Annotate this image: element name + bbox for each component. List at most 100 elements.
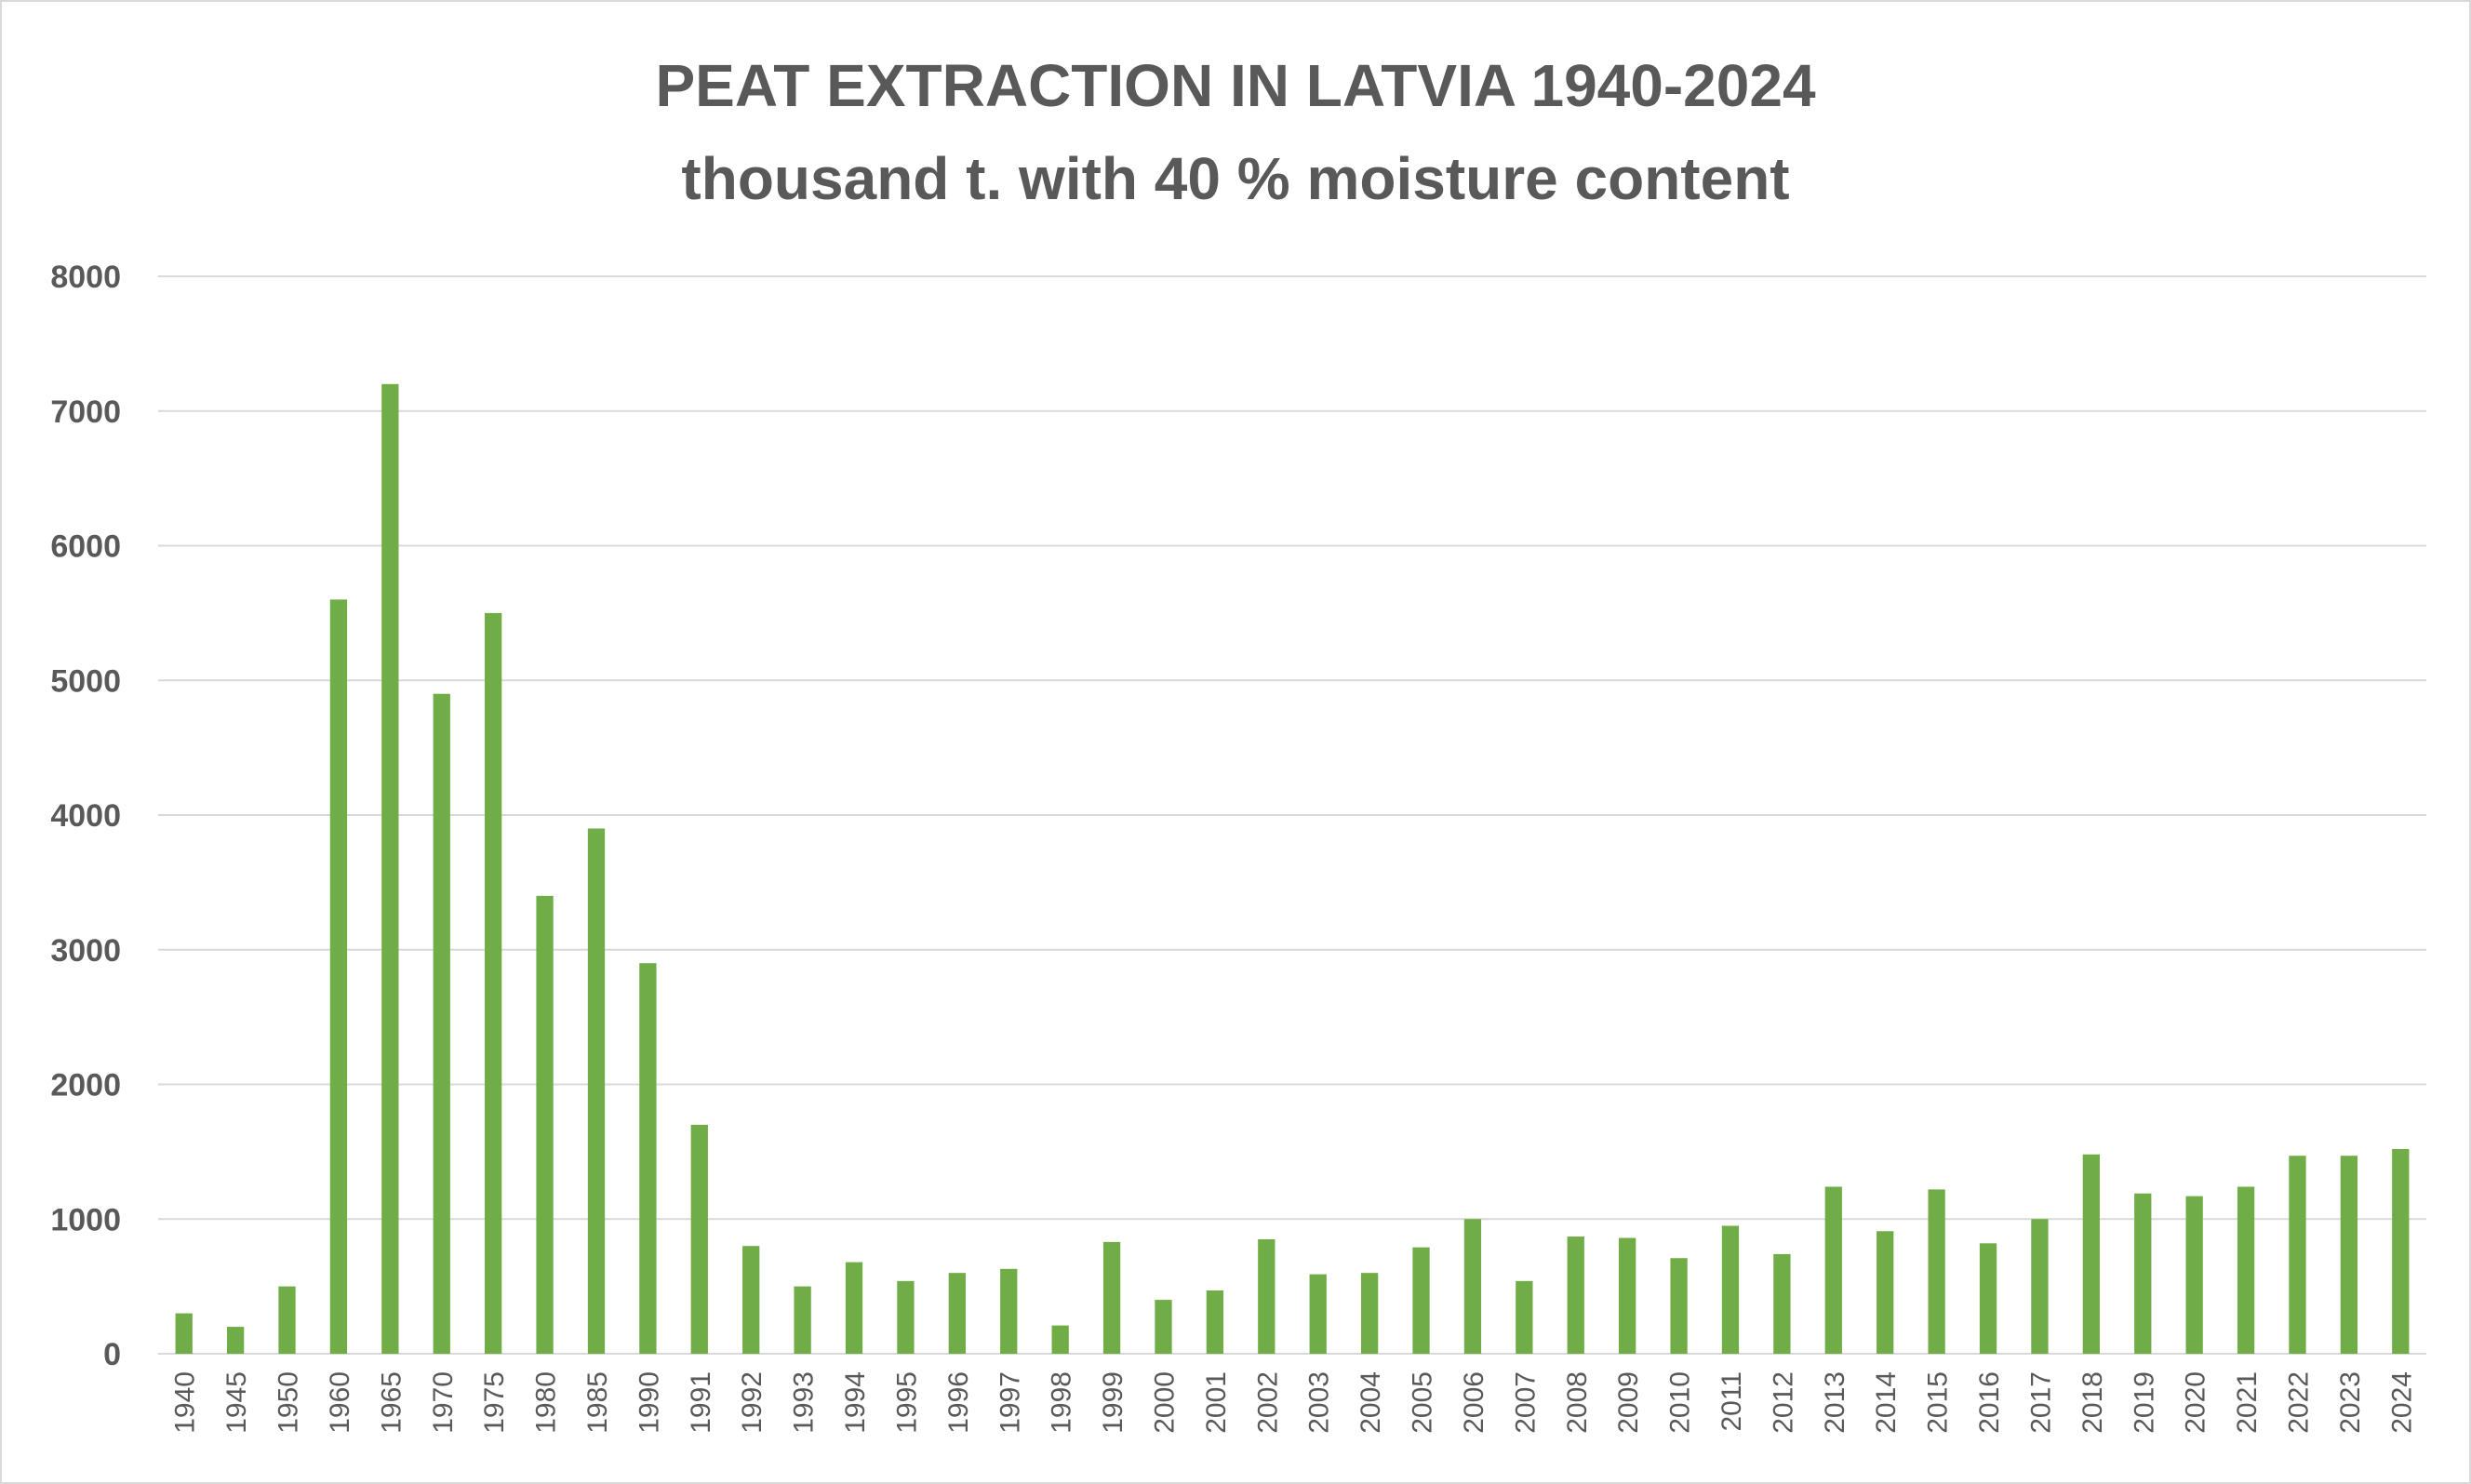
x-tick-label: 1980: [531, 1371, 562, 1434]
bar-2000: [1155, 1300, 1172, 1354]
x-tick-label: 2023: [2335, 1371, 2366, 1434]
bar-2022: [2289, 1156, 2306, 1354]
bar-1993: [794, 1286, 811, 1354]
bar-2021: [2237, 1186, 2255, 1354]
x-tick-label: 1985: [582, 1371, 613, 1434]
x-tick-label: 2022: [2283, 1371, 2314, 1434]
bar-1992: [742, 1246, 760, 1354]
x-tick-label: 1999: [1098, 1371, 1129, 1434]
bar-2002: [1258, 1238, 1276, 1354]
y-tick-label: 0: [103, 1337, 121, 1372]
bar-2014: [1877, 1231, 1894, 1354]
x-tick-label: 1993: [789, 1371, 820, 1434]
x-tick-label: 1975: [479, 1371, 510, 1434]
y-tick-label: 2000: [50, 1068, 121, 1103]
x-tick-label: 1940: [170, 1371, 201, 1434]
y-axis: 0 1000 2000 3000 4000 5000 6000 7000 8000: [50, 260, 121, 1372]
bar-2013: [1824, 1186, 1842, 1354]
bar-2011: [1721, 1225, 1740, 1354]
bar-1950: [278, 1286, 296, 1354]
gridlines: [158, 275, 2426, 1355]
x-tick-label: 2000: [1149, 1371, 1180, 1434]
bar-2017: [2031, 1219, 2049, 1354]
x-tick-label: 2006: [1459, 1371, 1489, 1434]
bar-1985: [587, 828, 606, 1354]
x-tick-label: 1997: [995, 1371, 1025, 1434]
y-tick-label: 4000: [50, 798, 121, 834]
bar-1997: [1000, 1268, 1018, 1354]
x-tick-label: 2017: [2025, 1371, 2056, 1434]
bar-2019: [2134, 1193, 2152, 1354]
y-tick-label: 7000: [50, 394, 121, 430]
bar-2016: [1979, 1243, 1997, 1354]
y-tick-label: 6000: [50, 529, 121, 565]
x-tick-label: 1995: [891, 1371, 922, 1434]
bar-2015: [1928, 1189, 1945, 1354]
x-tick-label: 1950: [274, 1371, 304, 1434]
x-tick-label: 2021: [2232, 1371, 2263, 1434]
chart-subtitle: thousand t. with 40 % moisture content: [681, 145, 1789, 212]
x-tick-label: 2001: [1201, 1371, 1232, 1434]
y-tick-label: 1000: [50, 1202, 121, 1237]
x-tick-label: 1965: [376, 1371, 407, 1434]
bar-1965: [381, 383, 399, 1354]
y-tick-label: 3000: [50, 933, 121, 969]
bar-1945: [226, 1327, 245, 1354]
x-tick-label: 2013: [1820, 1371, 1850, 1434]
x-tick-label: 2007: [1510, 1371, 1541, 1434]
x-tick-label: 1991: [686, 1371, 716, 1434]
x-tick-label: 2018: [2077, 1371, 2108, 1434]
x-tick-label: 2005: [1408, 1371, 1438, 1434]
bar-1990: [639, 963, 657, 1354]
bar-1970: [433, 693, 450, 1354]
bar-1995: [897, 1280, 915, 1354]
x-tick-label: 1994: [840, 1371, 871, 1434]
bar-2009: [1619, 1237, 1636, 1354]
bar-2006: [1463, 1219, 1482, 1354]
bar-2018: [2082, 1154, 2100, 1354]
chart-title: PEAT EXTRACTION IN LATVIA 1940-2024: [655, 52, 1816, 119]
bar-1980: [536, 895, 554, 1354]
x-tick-label: 2009: [1613, 1371, 1644, 1434]
x-tick-label: 2010: [1665, 1371, 1696, 1434]
x-axis: 1940 1945 1950 1960 1965 1970 1975 1980 1985 1990…: [170, 1371, 2418, 1434]
x-tick-label: 2004: [1356, 1371, 1386, 1434]
bar-2024: [2392, 1148, 2410, 1354]
bar-2001: [1206, 1290, 1224, 1354]
x-tick-label: 1990: [634, 1371, 664, 1434]
x-tick-label: 1998: [1047, 1371, 1077, 1434]
bar-1960: [329, 599, 348, 1354]
bar-1998: [1051, 1325, 1069, 1354]
x-tick-label: 1970: [428, 1371, 459, 1434]
bar-2004: [1360, 1273, 1379, 1354]
x-tick-label: 1960: [325, 1371, 355, 1434]
bar-2020: [2185, 1196, 2203, 1354]
x-tick-label: 2020: [2181, 1371, 2211, 1434]
bars: [175, 383, 2410, 1354]
x-tick-label: 2016: [1974, 1371, 2005, 1434]
x-tick-label: 1992: [737, 1371, 768, 1434]
bar-1975: [485, 612, 502, 1354]
bar-2012: [1773, 1253, 1791, 1354]
bar-1991: [690, 1124, 708, 1354]
y-tick-label: 8000: [50, 260, 121, 295]
x-tick-label: 2008: [1562, 1371, 1593, 1434]
bar-1994: [845, 1262, 863, 1354]
x-tick-label: 2014: [1871, 1371, 1902, 1434]
x-tick-label: 2011: [1716, 1371, 1747, 1432]
bar-1996: [948, 1273, 966, 1354]
bar-2010: [1670, 1258, 1688, 1354]
x-tick-label: 2024: [2386, 1371, 2417, 1434]
bar-2005: [1412, 1247, 1430, 1354]
x-tick-label: 1996: [943, 1371, 974, 1434]
bar-2007: [1516, 1280, 1533, 1354]
x-tick-label: 2002: [1252, 1371, 1283, 1434]
bar-2003: [1309, 1274, 1327, 1354]
x-tick-label: 2012: [1768, 1371, 1798, 1434]
bar-1940: [175, 1313, 193, 1354]
bar-1999: [1102, 1241, 1121, 1354]
bar-2023: [2340, 1156, 2358, 1354]
bar-2008: [1567, 1237, 1584, 1354]
